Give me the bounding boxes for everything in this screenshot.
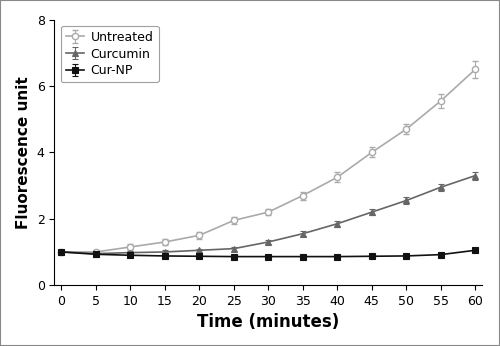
Y-axis label: Fluorescence unit: Fluorescence unit: [16, 76, 31, 229]
Legend: Untreated, Curcumin, Cur-NP: Untreated, Curcumin, Cur-NP: [60, 26, 158, 82]
X-axis label: Time (minutes): Time (minutes): [197, 313, 340, 331]
